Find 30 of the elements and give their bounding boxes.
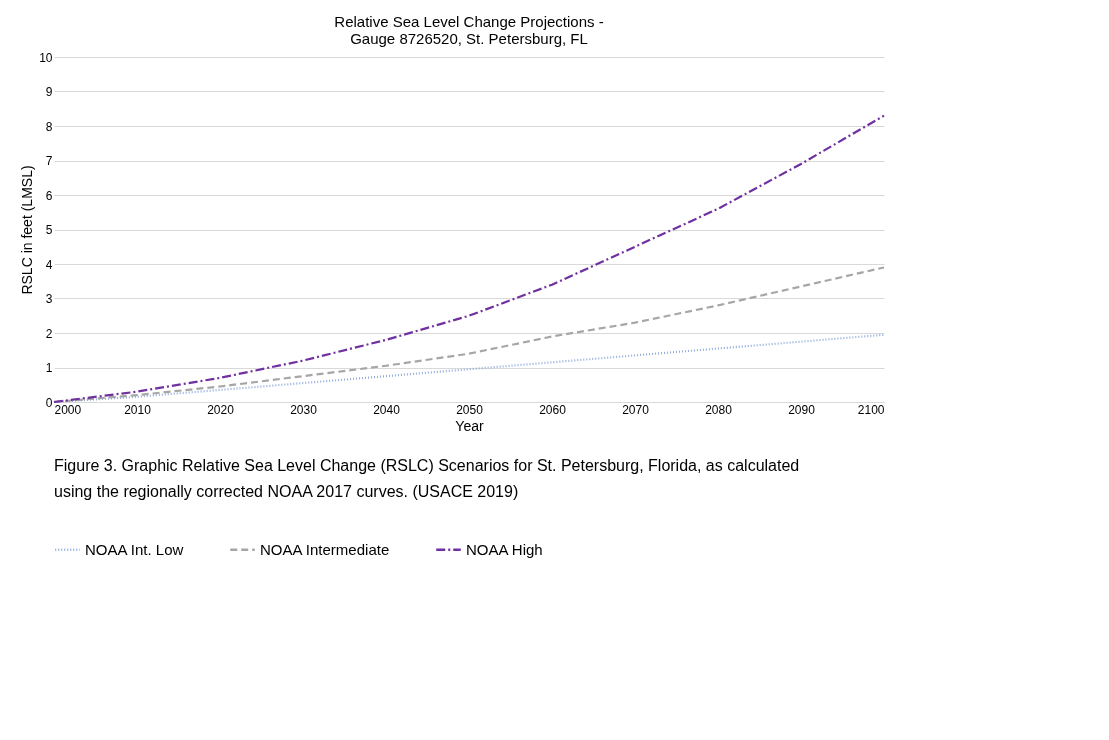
y-tick-label: 2: [45, 326, 53, 341]
x-tick-label: 2090: [788, 402, 816, 417]
x-tick-label: 2070: [622, 402, 650, 417]
y-tick-label: 9: [45, 85, 53, 99]
caption: Figure 3. Graphic Relative Sea Level Change (RSLC) Scenarios for St. Petersburg, Florida, as calculated using the regionally corrected NOAA 2017 curves. (USACE 2019): [54, 457, 800, 500]
legend-label: NOAA Intermediate: [260, 540, 390, 558]
x-tick-label: 2030: [290, 402, 318, 417]
y-tick-label: 5: [45, 223, 53, 237]
y-tick-label: 7: [45, 154, 53, 168]
x-tick-label: 2050: [456, 402, 484, 417]
y-tick-label: 10: [39, 50, 53, 65]
x-tick-label: 2040: [373, 402, 401, 417]
x-tick-label: 2010: [124, 402, 152, 417]
y-tick-label: 4: [45, 257, 53, 272]
y-tick-label: 3: [45, 292, 53, 306]
y-tick-label: 0: [45, 395, 53, 410]
y-tick-label: 1: [45, 361, 53, 375]
legend-label: NOAA High: [466, 540, 543, 558]
y-tick-label: 8: [45, 119, 53, 134]
legend-label: NOAA Int. Low: [85, 540, 184, 558]
line-series: [52, 114, 886, 404]
y-tick-label: 6: [45, 188, 53, 203]
x-tick-label: 2100: [857, 402, 885, 417]
x-tick-label: 2060: [539, 402, 567, 417]
y-axis-title: RSLC in feet (LMSL): [19, 165, 36, 295]
chart-title: Relative Sea Level Change Projections - Gauge 8726520, St. Petersburg, FL: [334, 13, 604, 47]
x-tick-label: 2020: [207, 402, 235, 417]
x-axis-title: Year: [455, 417, 484, 434]
x-tick-label: 2080: [705, 402, 733, 417]
x-tick-label: 2000: [54, 402, 82, 417]
